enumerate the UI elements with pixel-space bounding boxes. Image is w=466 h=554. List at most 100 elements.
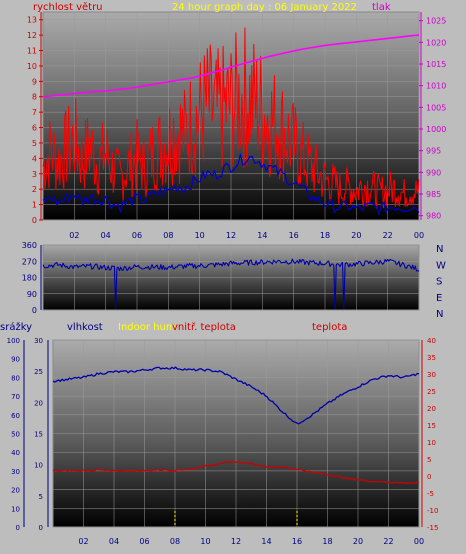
wind-gust-line bbox=[42, 27, 420, 209]
precipitation-tick-label: 40 bbox=[11, 449, 20, 457]
wind-speed-tick-label: 6 bbox=[32, 124, 37, 133]
x-tick-label: 10 bbox=[200, 537, 210, 546]
x-tick-label: 10 bbox=[195, 231, 205, 240]
precipitation-tick-label: 80 bbox=[11, 374, 20, 382]
compass-label: E bbox=[436, 293, 442, 304]
wind-direction-tick-label: 180 bbox=[22, 274, 37, 283]
x-tick-label: 00 bbox=[414, 231, 424, 240]
temperature-line bbox=[52, 460, 420, 485]
wind-speed-tick-label: 9 bbox=[32, 77, 37, 86]
temperature-tick-label: 0 bbox=[427, 473, 431, 481]
wind-speed-tick-label: 0 bbox=[32, 216, 37, 225]
precipitation-tick-label: 60 bbox=[11, 412, 20, 420]
humidity-scale-tick-label: 15 bbox=[34, 431, 43, 439]
wind-average-line bbox=[42, 153, 420, 216]
pressure-tick-label: 1025 bbox=[426, 17, 446, 26]
x-tick-label: 22 bbox=[383, 231, 393, 240]
wind-direction-line bbox=[42, 258, 420, 310]
wind-speed-tick-label: 2 bbox=[32, 185, 37, 194]
x-tick-label: 02 bbox=[78, 537, 88, 546]
pressure-tick-label: 1010 bbox=[426, 82, 446, 91]
x-tick-label: 20 bbox=[351, 231, 361, 240]
precipitation-tick-label: 0 bbox=[16, 524, 20, 532]
pressure-tick-label: 995 bbox=[426, 147, 441, 156]
x-tick-label: 06 bbox=[132, 231, 142, 240]
precipitation-tick-label: 30 bbox=[11, 468, 20, 476]
pressure-line bbox=[42, 34, 420, 98]
x-tick-label: 18 bbox=[322, 537, 332, 546]
precipitation-tick-label: 100 bbox=[7, 337, 20, 345]
wind-speed-tick-label: 3 bbox=[32, 170, 37, 179]
humidity-scale-tick-label: 30 bbox=[34, 337, 43, 345]
temperature-tick-label: -15 bbox=[427, 524, 438, 532]
compass-label: N bbox=[436, 309, 443, 320]
pressure-tick-label: 1020 bbox=[426, 38, 446, 47]
humidity-scale-tick-label: 25 bbox=[34, 368, 43, 376]
wind-direction-tick-label: 90 bbox=[27, 290, 37, 299]
pressure-tick-label: 1005 bbox=[426, 103, 446, 112]
precipitation-tick-label: 90 bbox=[11, 356, 20, 364]
x-tick-label: 02 bbox=[69, 231, 79, 240]
humidity-label: vlhkost bbox=[67, 322, 103, 333]
humidity-scale-tick-label: 10 bbox=[34, 462, 43, 470]
temperature-tick-label: -10 bbox=[427, 507, 438, 515]
compass-label: N bbox=[436, 244, 443, 255]
temperature-tick-label: 25 bbox=[427, 388, 436, 396]
temperature-tick-label: 40 bbox=[427, 337, 436, 345]
temperature-tick-label: 10 bbox=[427, 439, 436, 447]
temperature-label: teplota bbox=[312, 322, 347, 333]
wind-speed-tick-label: 13 bbox=[27, 16, 37, 25]
wind-direction-tick-label: 270 bbox=[22, 257, 37, 266]
precipitation-tick-label: 20 bbox=[11, 487, 20, 495]
humidity-scale-tick-label: 5 bbox=[39, 493, 43, 501]
temperature-tick-label: -5 bbox=[427, 490, 434, 498]
temperature-tick-label: 35 bbox=[427, 354, 436, 362]
temperature-tick-label: 15 bbox=[427, 422, 436, 430]
wind-direction-tick-label: 0 bbox=[32, 306, 37, 315]
compass-label: S bbox=[436, 277, 442, 288]
precipitation-tick-label: 50 bbox=[11, 431, 20, 439]
wind-speed-tick-label: 8 bbox=[32, 93, 37, 102]
pressure-label: tlak bbox=[372, 2, 391, 13]
x-tick-label: 16 bbox=[289, 231, 299, 240]
x-tick-label: 16 bbox=[292, 537, 302, 546]
precipitation-tick-label: 70 bbox=[11, 393, 20, 401]
pressure-tick-label: 980 bbox=[426, 212, 441, 221]
wind-speed-tick-label: 4 bbox=[32, 154, 37, 163]
x-tick-label: 14 bbox=[257, 231, 267, 240]
x-tick-label: 12 bbox=[226, 231, 236, 240]
precipitation-tick-label: 10 bbox=[11, 505, 20, 513]
temperature-tick-label: 30 bbox=[427, 371, 436, 379]
wind-speed-tick-label: 10 bbox=[27, 62, 37, 71]
precipitation-label: srážky bbox=[0, 321, 32, 333]
wind-speed-tick-label: 7 bbox=[32, 108, 37, 117]
x-tick-label: 00 bbox=[414, 537, 424, 546]
x-tick-label: 22 bbox=[383, 537, 393, 546]
x-tick-label: 20 bbox=[353, 537, 363, 546]
pressure-tick-label: 1000 bbox=[426, 125, 446, 134]
compass-label: W bbox=[436, 260, 446, 271]
x-tick-label: 18 bbox=[320, 231, 330, 240]
wind-direction-tick-label: 360 bbox=[22, 241, 37, 250]
x-tick-label: 08 bbox=[170, 537, 180, 546]
temperature-tick-label: 20 bbox=[427, 405, 436, 413]
humidity-line bbox=[52, 366, 420, 425]
pressure-tick-label: 1015 bbox=[426, 60, 446, 69]
wind-speed-tick-label: 12 bbox=[27, 31, 37, 40]
x-tick-label: 08 bbox=[163, 231, 173, 240]
x-tick-label: 14 bbox=[261, 537, 271, 546]
x-tick-label: 04 bbox=[101, 231, 111, 240]
wind-speed-tick-label: 1 bbox=[32, 201, 37, 210]
temperature-tick-label: 5 bbox=[427, 456, 431, 464]
pressure-tick-label: 985 bbox=[426, 190, 441, 199]
x-tick-label: 12 bbox=[231, 537, 241, 546]
wind-speed-tick-label: 11 bbox=[27, 47, 37, 56]
wind-speed-tick-label: 5 bbox=[32, 139, 37, 148]
wind-speed-label: rychlost větru bbox=[33, 1, 103, 13]
x-tick-label: 06 bbox=[139, 537, 149, 546]
x-tick-label: 04 bbox=[109, 537, 119, 546]
pressure-tick-label: 990 bbox=[426, 168, 441, 177]
indoor-temperature-label: vnitř. teplota bbox=[172, 321, 236, 333]
